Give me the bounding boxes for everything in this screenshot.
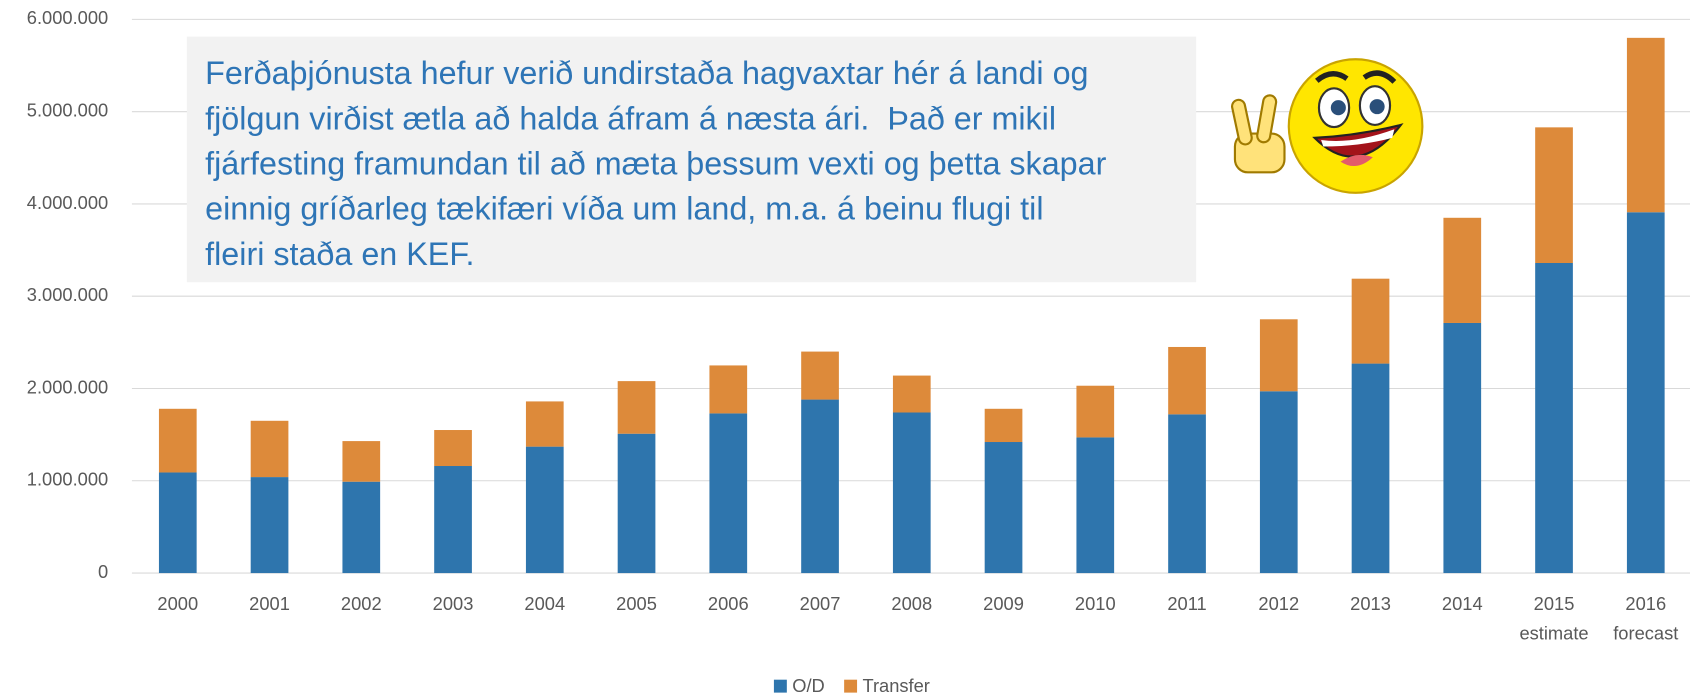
bar-segment bbox=[1351, 278, 1390, 364]
bar-segment bbox=[342, 481, 381, 574]
y-tick-label: 6.000.000 bbox=[27, 7, 108, 28]
bar-segment bbox=[892, 375, 931, 413]
y-tick-label: 2.000.000 bbox=[27, 376, 108, 397]
bar-segment bbox=[1535, 262, 1573, 574]
y-tick-label: 1.000.000 bbox=[27, 469, 108, 490]
x-tick-label: 2006 bbox=[708, 593, 749, 614]
annotation-line: Ferðaþjónusta hefur verið undirstaða hag… bbox=[205, 55, 1088, 91]
bar-segment bbox=[158, 408, 197, 473]
bar-segment bbox=[250, 477, 289, 574]
annotation-line: einnig gríðarleg tækifæri víða um land, … bbox=[205, 191, 1043, 227]
bar-segment bbox=[158, 472, 197, 574]
bar-segment bbox=[1443, 217, 1482, 323]
annotation-line: fjölgun virðist ætla að halda áfram á næ… bbox=[205, 100, 1056, 136]
bar-segment bbox=[801, 399, 839, 574]
bar-segment bbox=[801, 351, 839, 400]
x-tick-label: 2016 bbox=[1625, 593, 1666, 614]
bar-segment bbox=[1351, 363, 1390, 574]
plot: 0 1.000.000 2.000.000 3.000.000 4.000.000 5.0… bbox=[27, 7, 1690, 696]
x-tick-label: 2010 bbox=[1075, 593, 1116, 614]
peace-hand bbox=[1230, 94, 1286, 174]
bar-segment bbox=[250, 420, 289, 478]
x-tick-label: 2001 bbox=[249, 593, 290, 614]
annotation: Ferðaþjónusta hefur verið undirstaða hag… bbox=[205, 55, 1106, 272]
x-tick-label: 2007 bbox=[800, 593, 841, 614]
bar-segment bbox=[434, 466, 472, 574]
x-tick-label: 2014 bbox=[1442, 593, 1483, 614]
annotation-line: fleiri staða en KEF. bbox=[205, 236, 474, 272]
bar-segment bbox=[617, 381, 656, 434]
legend-label: Transfer bbox=[862, 675, 929, 696]
legend-swatch bbox=[773, 679, 787, 693]
bar-segment bbox=[525, 401, 564, 447]
bar-segment bbox=[1259, 319, 1298, 392]
x-tick-label: 2011 bbox=[1167, 593, 1206, 614]
legend-label: O/D bbox=[792, 675, 825, 696]
x-tick-sublabel: estimate bbox=[1519, 622, 1588, 643]
bar-segment bbox=[1259, 391, 1298, 574]
x-tick-label: 2015 bbox=[1534, 593, 1575, 614]
x-tick-label: 2009 bbox=[983, 593, 1024, 614]
x-tick-label: 2003 bbox=[433, 593, 474, 614]
bar-segment bbox=[1626, 212, 1665, 574]
bar-segment bbox=[1168, 346, 1206, 415]
x-tick-label: 2002 bbox=[341, 593, 382, 614]
bar-segment bbox=[1076, 385, 1115, 438]
bar-segment bbox=[984, 442, 1023, 574]
x-tick-label: 2008 bbox=[891, 593, 932, 614]
legend-swatch bbox=[844, 679, 858, 693]
bar-segment bbox=[525, 446, 564, 574]
bar-segment bbox=[1535, 127, 1573, 263]
y-tick-label: 4.000.000 bbox=[27, 192, 108, 213]
bar-segment bbox=[434, 430, 472, 467]
bar-segment bbox=[709, 365, 748, 414]
bar-segment bbox=[342, 441, 381, 482]
annotation-line: fjárfesting framundan til að mæta þessum… bbox=[205, 146, 1106, 182]
x-tick-label: 2013 bbox=[1350, 593, 1391, 614]
x-tick-label: 2012 bbox=[1258, 593, 1299, 614]
x-tick-label: 2000 bbox=[157, 593, 198, 614]
bar-segment bbox=[617, 433, 656, 574]
y-tick-label: 0 bbox=[98, 561, 108, 582]
y-tick-label: 5.000.000 bbox=[27, 100, 108, 121]
smiley bbox=[1287, 58, 1424, 194]
bar-segment bbox=[1076, 437, 1115, 574]
y-tick-label: 3.000.000 bbox=[27, 284, 108, 305]
x-tick-sublabel: forecast bbox=[1613, 622, 1678, 643]
bar-segment bbox=[1443, 322, 1482, 574]
bar-segment bbox=[984, 408, 1023, 443]
bar-segment bbox=[709, 413, 748, 574]
x-tick-label: 2004 bbox=[524, 593, 565, 614]
annotation-box bbox=[186, 36, 1197, 283]
bar-segment bbox=[1626, 37, 1665, 213]
bar-segment bbox=[1168, 414, 1206, 574]
x-tick-label: 2005 bbox=[616, 593, 657, 614]
bar-segment bbox=[892, 412, 931, 574]
